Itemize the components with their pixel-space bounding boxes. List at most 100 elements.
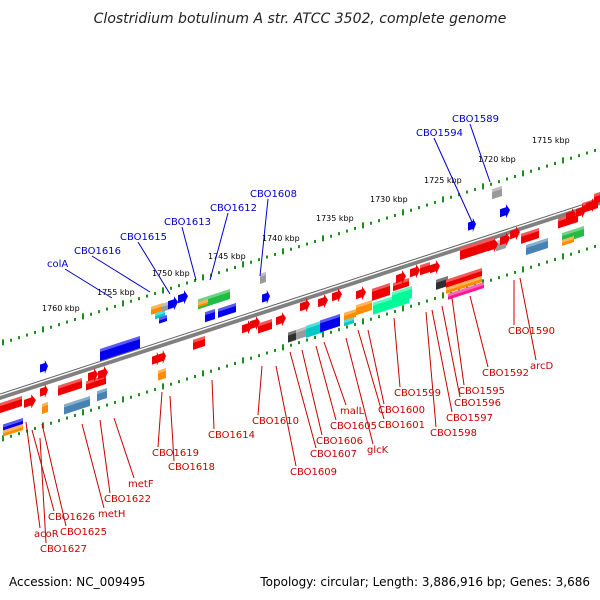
gene-body <box>436 276 448 290</box>
kbp-label: 1720 kbp <box>478 155 516 164</box>
tick-mark <box>74 413 76 417</box>
tick-mark <box>242 261 244 268</box>
tick-mark <box>578 250 580 254</box>
tick-mark <box>98 406 100 410</box>
tick-mark <box>186 377 188 381</box>
leader-line <box>441 305 461 398</box>
tick-mark <box>218 271 220 275</box>
tick-mark <box>546 164 548 168</box>
gene-label-forward: CBO1615 <box>120 232 167 243</box>
gene-label-reverse: CBO1614 <box>208 430 255 441</box>
gene-body <box>296 326 308 340</box>
gene-arrow <box>410 264 420 279</box>
tick-mark <box>538 263 540 267</box>
tick-mark <box>18 432 20 436</box>
gene-block <box>420 262 430 276</box>
tick-mark <box>186 281 188 285</box>
backbone-band <box>0 201 600 400</box>
tick-mark <box>362 318 364 325</box>
gene-block <box>372 283 390 301</box>
tick-mark <box>314 335 316 339</box>
gene-highlight <box>58 378 82 389</box>
leader-line <box>519 277 537 361</box>
tick-mark <box>82 409 84 416</box>
gene-arrow-block <box>510 226 520 241</box>
gene-highlight <box>521 228 539 237</box>
gene-body <box>562 236 574 246</box>
gene-arrow-block <box>488 238 498 253</box>
tick-mark <box>474 187 476 191</box>
gene-body <box>155 310 165 320</box>
gene-highlight <box>446 276 482 291</box>
tick-mark <box>402 305 404 312</box>
gene-arrow <box>98 366 108 381</box>
kbp-label: 1750 kbp <box>152 269 190 278</box>
gene-highlight <box>159 315 167 321</box>
tick-mark <box>162 287 164 294</box>
tick-mark <box>418 302 420 306</box>
gene-arrow-block <box>40 384 48 399</box>
gene-body <box>193 336 205 350</box>
gene-arrow-block <box>168 296 178 311</box>
tick-mark <box>490 182 492 186</box>
gene-highlight <box>306 320 324 329</box>
tick-ring <box>2 148 596 442</box>
gene-body <box>288 330 296 343</box>
tick-mark <box>442 292 444 299</box>
tick-mark <box>138 297 140 301</box>
tick-mark <box>154 291 156 295</box>
gene-body <box>97 388 107 402</box>
gene-arrow <box>88 368 98 383</box>
gene-block <box>64 396 90 415</box>
tick-mark <box>26 333 28 337</box>
tick-mark <box>330 234 332 238</box>
gene-label-reverse: CBO1598 <box>430 428 477 439</box>
gene-arrow-block <box>242 320 252 335</box>
gene-arrow <box>332 288 342 303</box>
gene-label-reverse: CBO1610 <box>252 416 299 427</box>
gene-block <box>393 278 409 292</box>
tick-mark <box>90 408 92 412</box>
gene-body <box>420 262 430 276</box>
gene-highlight <box>446 268 482 283</box>
leader-line <box>41 423 67 527</box>
leader-line <box>431 309 453 413</box>
gene-block <box>3 424 23 437</box>
gene-highlight <box>158 368 166 374</box>
tick-mark <box>322 331 324 338</box>
gene-body <box>260 272 266 284</box>
tick-mark <box>250 356 252 360</box>
tick-mark <box>490 278 492 282</box>
gene-arrow <box>566 208 576 223</box>
tick-mark <box>146 390 148 394</box>
tick-mark <box>58 419 60 423</box>
tick-mark <box>570 156 572 160</box>
accession-text: Accession: NC_009495 <box>9 575 145 589</box>
gene-label-forward: CBO1612 <box>210 203 257 214</box>
leader-line <box>323 341 347 406</box>
gene-arrow <box>576 204 586 219</box>
gene-label-reverse: CBO1618 <box>168 462 215 473</box>
gene-body <box>594 192 600 204</box>
tick-mark <box>66 320 68 324</box>
gene-block <box>356 300 372 316</box>
tick-mark <box>106 403 108 407</box>
gene-label-reverse: glcK <box>367 445 389 456</box>
gene-highlight <box>3 418 23 428</box>
gene-highlight <box>594 192 600 197</box>
gene-arrow-block <box>430 260 440 275</box>
gene-highlight <box>356 300 372 309</box>
gene-highlight <box>205 309 215 316</box>
tick-mark <box>170 286 172 290</box>
tick-mark <box>394 309 396 313</box>
gene-block <box>218 303 236 318</box>
gene-block <box>460 237 494 261</box>
gene-block <box>100 336 140 361</box>
gene-body <box>446 276 482 294</box>
gene-arrow-block <box>468 218 476 233</box>
gene-arrow-block <box>396 270 406 285</box>
gene-highlight <box>436 276 448 283</box>
kbp-label: 1730 kbp <box>370 195 408 204</box>
tick-mark <box>338 232 340 236</box>
tick-mark <box>2 435 4 442</box>
